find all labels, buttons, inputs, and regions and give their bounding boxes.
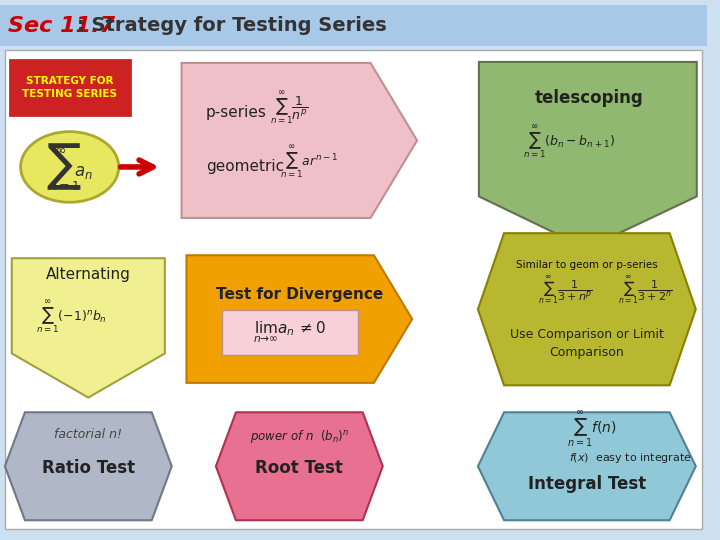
Polygon shape <box>216 413 383 520</box>
Text: STRATEGY FOR
TESTING SERIES: STRATEGY FOR TESTING SERIES <box>22 76 117 99</box>
Text: Test for Divergence: Test for Divergence <box>216 287 383 302</box>
Polygon shape <box>181 63 417 218</box>
Polygon shape <box>5 413 172 520</box>
Text: : Strategy for Testing Series: : Strategy for Testing Series <box>76 16 387 35</box>
Text: $\sum_{n=1}^{\infty}\dfrac{1}{3+n^p}$: $\sum_{n=1}^{\infty}\dfrac{1}{3+n^p}$ <box>538 273 593 306</box>
Text: Integral Test: Integral Test <box>528 475 646 493</box>
Text: $\sum_{n=1}^{\infty}(-1)^n b_n$: $\sum_{n=1}^{\infty}(-1)^n b_n$ <box>36 299 107 336</box>
Text: p-series: p-series <box>206 105 267 120</box>
Text: Sec 11.7: Sec 11.7 <box>8 16 115 36</box>
Text: $\sum_{n=1}^{\infty}ar^{n-1}$: $\sum_{n=1}^{\infty}ar^{n-1}$ <box>279 144 338 181</box>
Text: $\lim_{n\to\infty} a_n \neq 0$: $\lim_{n\to\infty} a_n \neq 0$ <box>253 320 326 346</box>
Text: geometric: geometric <box>206 159 284 174</box>
Text: Similar to geom or p-series: Similar to geom or p-series <box>516 260 658 270</box>
Text: $a_n$: $a_n$ <box>74 163 93 181</box>
Polygon shape <box>12 258 165 397</box>
Text: Root Test: Root Test <box>256 459 343 477</box>
Ellipse shape <box>21 132 119 202</box>
Text: $\sum_{n=1}^{\infty}(b_n - b_{n+1})$: $\sum_{n=1}^{\infty}(b_n - b_{n+1})$ <box>523 124 615 161</box>
FancyBboxPatch shape <box>10 60 130 115</box>
Polygon shape <box>186 255 412 383</box>
Text: Use Comparison or Limit
Comparison: Use Comparison or Limit Comparison <box>510 328 664 359</box>
FancyBboxPatch shape <box>5 50 702 529</box>
Polygon shape <box>478 233 696 386</box>
Text: $\sum$: $\sum$ <box>46 141 81 192</box>
Text: Ratio Test: Ratio Test <box>42 459 135 477</box>
Text: $n=1$: $n=1$ <box>48 180 80 193</box>
FancyBboxPatch shape <box>222 310 359 355</box>
FancyBboxPatch shape <box>0 5 706 46</box>
Text: $f(x)$  easy to integrate: $f(x)$ easy to integrate <box>570 451 692 465</box>
Polygon shape <box>479 62 697 248</box>
Text: $\sum_{n=1}^{\infty}\dfrac{1}{n^p}$: $\sum_{n=1}^{\infty}\dfrac{1}{n^p}$ <box>270 90 308 127</box>
Text: power of n  $(b_n)^n$: power of n $(b_n)^n$ <box>250 428 349 446</box>
Text: Alternating: Alternating <box>46 267 131 282</box>
Text: factorial n!: factorial n! <box>54 428 122 441</box>
Text: $\sum_{n=1}^{\infty}f(n)$: $\sum_{n=1}^{\infty}f(n)$ <box>567 409 617 449</box>
Text: telescoping: telescoping <box>534 89 643 107</box>
Text: $\infty$: $\infty$ <box>54 143 66 157</box>
Polygon shape <box>478 413 696 520</box>
Text: $\sum_{n=1}^{\infty}\dfrac{1}{3+2^n}$: $\sum_{n=1}^{\infty}\dfrac{1}{3+2^n}$ <box>618 273 673 306</box>
